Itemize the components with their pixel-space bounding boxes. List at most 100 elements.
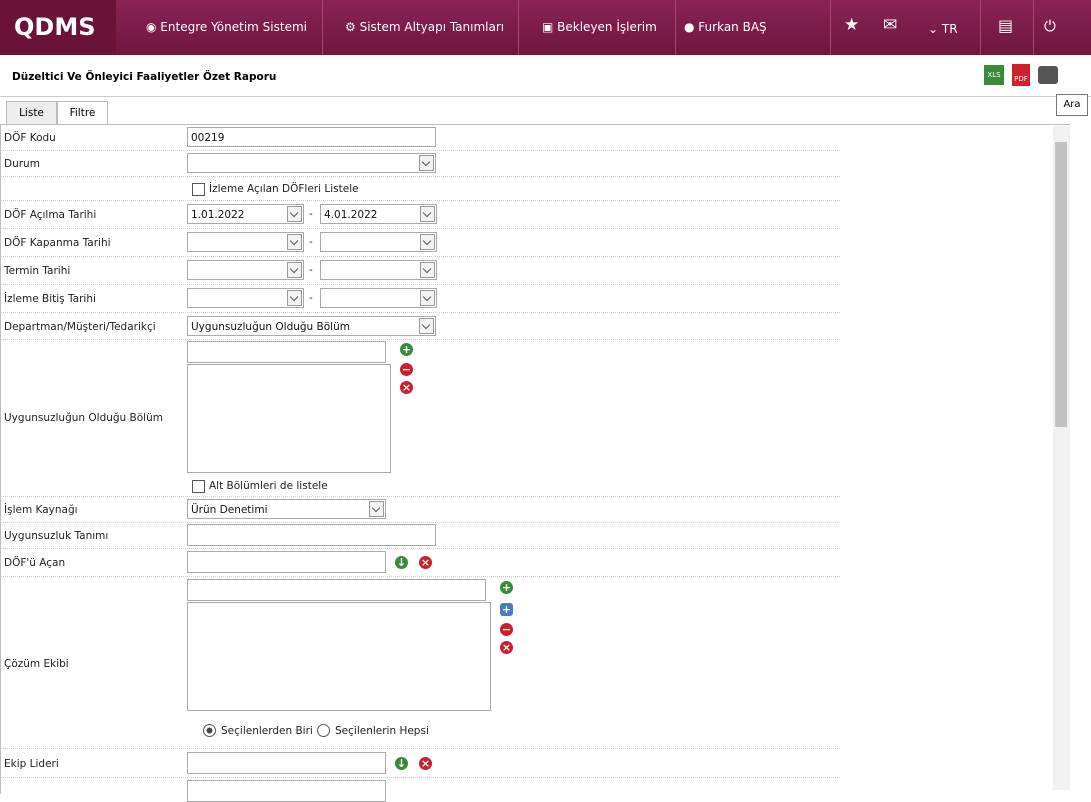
separator — [518, 0, 519, 55]
search-icon[interactable] — [1038, 66, 1058, 84]
row-line — [0, 522, 840, 523]
separator — [1033, 0, 1034, 55]
add-user-icon[interactable]: + — [500, 603, 513, 616]
label: İzleme Bitiş Tarihi — [4, 293, 96, 305]
row-line — [0, 777, 840, 778]
checkbox[interactable] — [192, 480, 205, 493]
text-input[interactable] — [187, 752, 386, 774]
tab[interactable]: Liste — [6, 101, 57, 125]
row-line — [0, 339, 840, 340]
date-input[interactable]: 1.01.2022 — [187, 204, 304, 224]
row-line — [0, 150, 840, 151]
add-icon[interactable]: + — [500, 581, 513, 594]
text-input[interactable] — [187, 524, 436, 546]
nav-item[interactable]: ● Furkan BAŞ — [684, 20, 767, 34]
date-input[interactable] — [187, 288, 304, 308]
label: DÖF'ü Açan — [4, 557, 66, 569]
row-line — [0, 576, 840, 577]
date-input[interactable] — [187, 232, 304, 252]
text-input[interactable] — [187, 780, 386, 802]
remove-icon[interactable]: − — [500, 623, 513, 636]
row-line — [0, 200, 840, 201]
select-icon[interactable]: ↓ — [395, 556, 408, 569]
label: Termin Tarihi — [4, 265, 71, 277]
excel-icon[interactable]: XLS — [984, 65, 1004, 85]
text-input[interactable] — [187, 579, 486, 601]
logo[interactable]: QDMS — [14, 13, 96, 41]
nav-text: Furkan BAŞ — [698, 20, 767, 34]
row-line — [0, 176, 840, 177]
language-text: TR — [941, 22, 958, 36]
row-line — [0, 256, 840, 257]
checkbox-label: Alt Bölümleri de listele — [209, 480, 328, 492]
listbox[interactable] — [187, 602, 491, 711]
nav-text: Bekleyen İşlerim — [557, 20, 657, 34]
label: Ekip Lideri — [4, 758, 59, 770]
help-icon[interactable]: ▤ — [998, 16, 1014, 35]
select-icon[interactable]: ↓ — [395, 757, 408, 770]
dash: - — [309, 264, 313, 276]
radio-selected[interactable] — [203, 724, 216, 737]
checkbox-label: İzleme Açılan DÖFleri Listele — [209, 183, 359, 195]
dash: - — [309, 208, 313, 220]
label: İşlem Kaynağı — [4, 504, 78, 516]
divider — [0, 96, 1091, 97]
clear-icon[interactable]: × — [419, 757, 432, 770]
mail-icon[interactable]: ✉ — [883, 15, 898, 35]
text-input[interactable] — [187, 551, 386, 573]
scrollbar[interactable] — [1053, 126, 1070, 790]
select-value: Uygunsuzluğun Olduğu Bölüm — [191, 321, 350, 333]
date-input[interactable] — [320, 232, 437, 252]
nav-item[interactable]: ⚙ Sistem Altyapı Tanımları — [345, 20, 505, 34]
nav-text: Sistem Altyapı Tanımları — [359, 20, 505, 34]
radio-label: Seçilenlerin Hepsi — [335, 725, 429, 737]
date-input[interactable] — [320, 260, 437, 280]
date-input[interactable]: 4.01.2022 — [320, 204, 437, 224]
tooltip: Ara — [1056, 94, 1088, 116]
label: Departman/Müşteri/Tedarikçi — [4, 321, 156, 333]
top-nav: QDMS ◉ Entegre Yönetim Sistemi ⚙ Sistem … — [0, 0, 1091, 55]
label: DÖF Kapanma Tarihi — [4, 237, 111, 249]
label: DÖF Kodu — [4, 132, 56, 144]
add-icon[interactable]: + — [400, 343, 413, 356]
tab-active[interactable]: Filtre — [57, 101, 108, 125]
row-line — [0, 548, 840, 549]
radio-label: Seçilenlerden Biri — [221, 725, 313, 737]
clear-icon[interactable]: × — [500, 641, 513, 654]
logout-icon[interactable]: ⏻ — [1044, 17, 1056, 35]
listbox[interactable] — [187, 364, 391, 473]
date-input[interactable] — [320, 288, 437, 308]
page-title: Düzeltici Ve Önleyici Faaliyetler Özet R… — [12, 71, 277, 83]
pdf-icon[interactable]: PDF — [1012, 64, 1030, 86]
select-value: Ürün Denetimi — [191, 504, 268, 516]
select[interactable]: Uygunsuzluğun Olduğu Bölüm — [187, 316, 436, 336]
radio[interactable] — [317, 724, 330, 737]
scroll-thumb[interactable] — [1055, 142, 1067, 427]
language[interactable]: ⌄ TR — [928, 22, 958, 36]
separator — [322, 0, 323, 55]
select[interactable]: Ürün Denetimi — [187, 499, 386, 519]
nav-item[interactable]: ◉ Entegre Yönetim Sistemi — [146, 20, 307, 34]
date-value: 1.01.2022 — [191, 209, 245, 221]
logo-area — [0, 0, 116, 55]
checkbox[interactable] — [192, 183, 205, 196]
label: Uygunsuzluğun Olduğu Bölüm — [4, 412, 163, 424]
dash: - — [309, 236, 313, 248]
favorites-icon[interactable]: ★ — [844, 15, 860, 35]
clear-icon[interactable]: × — [419, 556, 432, 569]
separator — [980, 0, 981, 55]
text-input[interactable]: 00219 — [187, 127, 436, 147]
nav-item[interactable]: ▣ Bekleyen İşlerim — [542, 20, 657, 34]
separator — [830, 0, 831, 55]
form-panel — [0, 124, 1070, 794]
remove-icon[interactable]: − — [400, 363, 413, 376]
date-input[interactable] — [187, 260, 304, 280]
dash: - — [309, 292, 313, 304]
row-line — [0, 748, 840, 749]
text-input[interactable] — [187, 341, 386, 363]
clear-icon[interactable]: × — [400, 381, 413, 394]
row-line — [0, 284, 840, 285]
select[interactable] — [187, 153, 436, 173]
date-value: 4.01.2022 — [324, 209, 378, 221]
